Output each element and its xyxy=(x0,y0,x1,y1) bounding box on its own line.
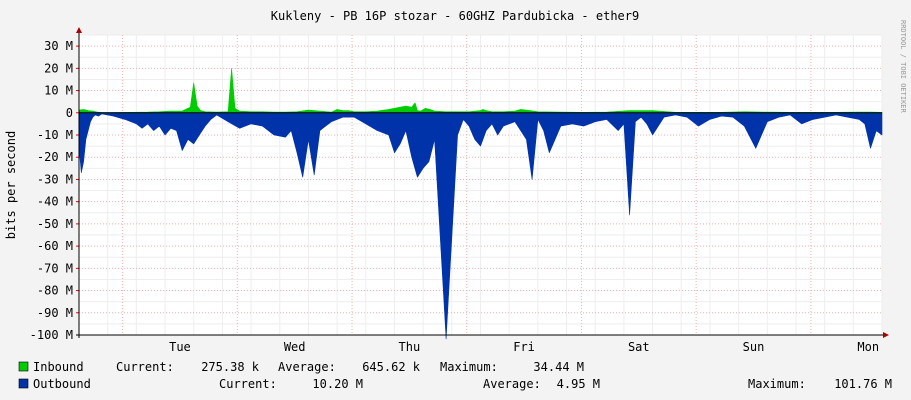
legend-inbound-current: 275.38 k xyxy=(201,360,260,374)
legend-outbound-average-label: Average: xyxy=(483,377,541,391)
x-tick-label-mon: Mon xyxy=(857,340,879,354)
x-tick-label-wed: Wed xyxy=(284,340,306,354)
series-layer xyxy=(78,68,883,340)
series-outbound-area xyxy=(78,112,883,340)
y-tick-label: 10 M xyxy=(44,84,73,98)
legend-inbound-average: 645.62 k xyxy=(362,360,421,374)
x-tick-label-tue: Tue xyxy=(169,340,191,354)
y-tick-label: -20 M xyxy=(37,150,73,164)
x-tick-label-sat: Sat xyxy=(628,340,650,354)
y-tick-label: -80 M xyxy=(37,284,73,298)
x-tick-label-sun: Sun xyxy=(743,340,765,354)
y-tick-label: -50 M xyxy=(37,217,73,231)
x-tick-labels: Tue Wed Thu Fri Sat Sun Mon xyxy=(169,340,879,354)
x-tick-label-fri: Fri xyxy=(513,340,535,354)
y-tick-labels: 30 M 20 M 10 M 0 -10 M -20 M -30 M -40 M -50 M -6… xyxy=(30,39,73,342)
y-tick-label: -90 M xyxy=(37,306,73,320)
legend-outbound-maximum-label: Maximum: xyxy=(748,377,806,391)
legend-inbound-name: Inbound xyxy=(33,360,84,374)
legend-outbound-maximum: 101.76 M xyxy=(834,377,892,391)
legend-outbound-current-label: Current: xyxy=(219,377,277,391)
y-tick-label: -70 M xyxy=(37,261,73,275)
y-axis-label: bits per second xyxy=(4,131,18,239)
y-tick-label: -100 M xyxy=(30,328,73,342)
x-tick-label-thu: Thu xyxy=(399,340,421,354)
y-tick-label: 20 M xyxy=(44,61,73,75)
legend-inbound-maximum: 34.44 M xyxy=(533,360,584,374)
grid xyxy=(78,34,883,336)
y-tick-label: 30 M xyxy=(44,39,73,53)
y-axis-arrow xyxy=(76,27,82,33)
legend: Inbound Current: 275.38 k Average: 645.6… xyxy=(18,360,892,391)
legend-outbound-current: 10.20 M xyxy=(312,377,363,391)
axes xyxy=(76,27,889,338)
y-tick-label: 0 xyxy=(66,106,73,120)
y-tick-label: -60 M xyxy=(37,239,73,253)
chart-title: Kukleny - PB 16P stozar - 60GHZ Pardubic… xyxy=(271,9,639,23)
legend-swatch-outbound xyxy=(18,378,29,389)
legend-swatch-inbound xyxy=(18,361,29,372)
legend-outbound-average: 4.95 M xyxy=(557,377,600,391)
x-axis-arrow xyxy=(883,332,889,338)
legend-inbound-current-label: Current: xyxy=(116,360,174,374)
y-tick-label: -10 M xyxy=(37,128,73,142)
y-tick-label: -30 M xyxy=(37,172,73,186)
legend-inbound-maximum-label: Maximum: xyxy=(440,360,498,374)
y-tick-label: -40 M xyxy=(37,195,73,209)
legend-outbound-name: Outbound xyxy=(33,377,91,391)
legend-inbound-average-label: Average: xyxy=(278,360,336,374)
series-inbound-area xyxy=(78,68,883,114)
rrdtool-watermark: RRDTOOL / TOBI OETIKER xyxy=(899,20,907,114)
